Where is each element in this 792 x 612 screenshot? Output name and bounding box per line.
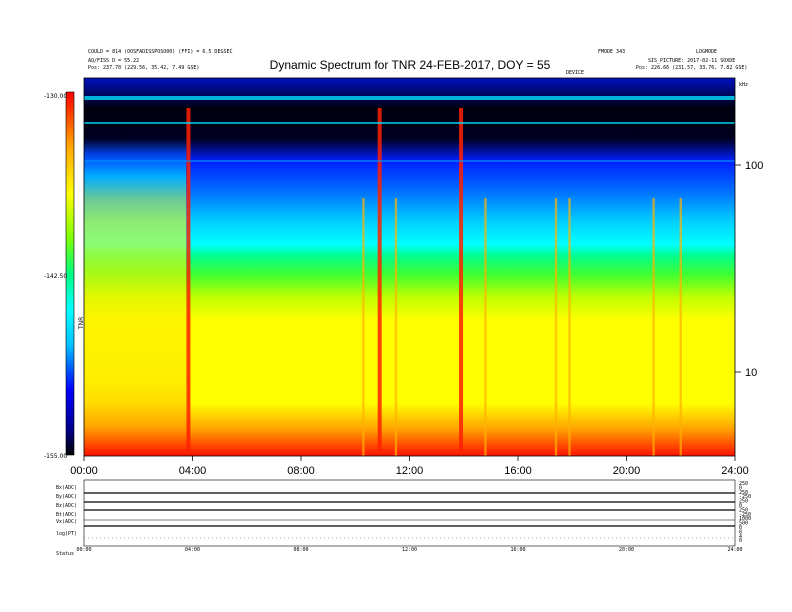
subpanel-right-label: 0 (739, 525, 742, 531)
subpanel-right-label: -250 (739, 494, 751, 500)
burst-mark (362, 198, 365, 456)
subpanel-right-label: 250 (739, 507, 748, 513)
burst-mark (484, 198, 487, 456)
x-tick-label: 24:00 (721, 465, 749, 477)
burst-mark (459, 108, 464, 456)
subpanel-right-label: -250 (739, 512, 751, 518)
burst-mark (377, 108, 382, 456)
subpanel-left-label: By(ADC) (56, 494, 77, 500)
colorbar: -130.00 -142.50 -155.00 TNR (44, 91, 85, 460)
subpanel-right-label: 0 (739, 503, 742, 509)
subpanel-right-label: 0 (739, 538, 742, 544)
burst-layer (186, 108, 682, 456)
subpanel-x-tick-label: 04:00 (185, 547, 200, 553)
subpanel-x-tick-label: 16:00 (510, 547, 525, 553)
subpanel-x-tick-label: 12:00 (402, 547, 417, 553)
x-tick-label: 00:00 (70, 465, 98, 477)
subpanel-right-label: 8 (739, 529, 742, 535)
header-right-line4: Pos: 226.66 (231.57, 33.76, 7.82 GSE) (636, 65, 748, 71)
header-right-line2: LOGMODE (696, 49, 718, 55)
subpanel-right-label: 250 (739, 490, 748, 496)
burst-mark (186, 108, 191, 456)
subpanel-left-label: Status (56, 551, 74, 557)
header-left-line1: COULD = 814 (OOSFADISSPOSO00) (FFI) = 6.… (88, 49, 233, 55)
y-tick-100: 100 (745, 160, 763, 172)
x-tick-label: 16:00 (504, 465, 532, 477)
header-right-marker: DEVICE (566, 70, 585, 76)
colorbar-tick-max: -130.00 (44, 93, 67, 100)
header-right-line1: FMODE 343 (598, 49, 626, 55)
y-unit-label: kHz (739, 82, 748, 88)
header-left-line2: AQ/FISS D = 55.22 (88, 58, 140, 64)
burst-mark (568, 198, 571, 456)
x-axis: 00:00 04:00 08:00 12:00 16:00 20:00 24:00 (70, 456, 749, 477)
x-tick-label: 04:00 (179, 465, 207, 477)
chart-title: Dynamic Spectrum for TNR 24-FEB-2017, DO… (269, 58, 551, 72)
burst-mark (554, 198, 558, 456)
spectrogram (83, 77, 736, 457)
colorbar-tick-mid: -142.50 (44, 273, 67, 280)
y-tick-10: 10 (745, 367, 757, 379)
subpanel-right-label: 500 (739, 521, 748, 527)
x-tick-label: 12:00 (396, 465, 424, 477)
subpanel-right-label: 0 (739, 485, 742, 491)
burst-mark (652, 198, 655, 456)
subpanel-right-label: 1000 (739, 516, 751, 522)
y-axis-right: 100 10 kHz (735, 82, 763, 379)
header-left-line3: Pos: 237.70 (229.56, 35.42, 7.49 GSE) (88, 65, 200, 71)
subpanel-right-label: 250 (739, 499, 748, 505)
subpanels: Bx(ADC) By(ADC) Bz(ADC) Bt(ADC)Vx(ADC) log(P… (56, 479, 751, 557)
subpanel-left-label: Bz(ADC) (56, 503, 77, 509)
subpanel-left-label: Bt(ADC) (56, 512, 77, 518)
subpanel-left-label: log(PT) (56, 531, 77, 537)
subpanel-x-tick-label: 20:00 (619, 547, 634, 553)
subpanel-x-tick-label: 24:00 (727, 547, 742, 553)
header-right-line3: SIS_PICTURE: 2017-02-11 SOXDE (648, 58, 736, 64)
burst-mark (679, 198, 682, 456)
subpanel-right-label: 250 (739, 481, 748, 487)
subpanel-left-label: Vx(ADC) (56, 519, 77, 525)
colorbar-tick-min: -155.00 (44, 453, 67, 460)
subpanel-x-tick-label: 08:00 (293, 547, 308, 553)
subpanel-x-tick-label: 00:00 (76, 547, 91, 553)
subpanel-left-label: Bx(ADC) (56, 485, 77, 491)
x-tick-label: 08:00 (287, 465, 315, 477)
burst-mark (394, 198, 398, 456)
colorbar-label: TNR (78, 317, 85, 330)
subpanel-right-label: 4 (739, 534, 742, 540)
x-tick-label: 20:00 (613, 465, 641, 477)
